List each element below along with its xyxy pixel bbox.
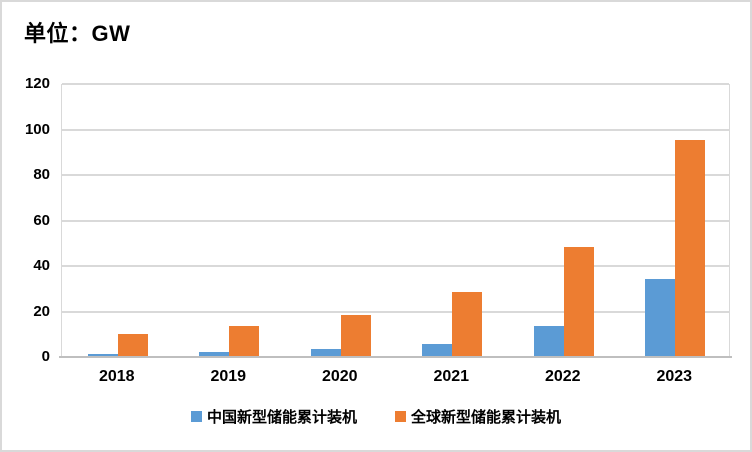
bar-2022-全球新型储能累计装机 [563, 247, 594, 357]
gridline-100 [62, 128, 729, 131]
bar-2019-全球新型储能累计装机 [229, 326, 260, 357]
gridline-120 [62, 83, 729, 85]
bar-group-2023 [620, 85, 732, 357]
x-axis-label-2021: 2021 [433, 368, 470, 385]
gridline-40 [62, 265, 729, 267]
y-tick-label-100: 100 [24, 120, 50, 138]
y-tick-label-80: 80 [33, 166, 50, 183]
gridline-60 [62, 219, 729, 222]
legend-item-全球新型储能累计装机: 全球新型储能累计装机 [395, 406, 561, 427]
y-tick-label-40: 40 [33, 257, 50, 274]
gridline-80 [62, 174, 729, 176]
chart-legend: 中国新型储能累计装机 全球新型储能累计装机 [2, 406, 750, 427]
x-axis-label-2023: 2023 [656, 368, 693, 385]
y-tick-label-0: 0 [41, 348, 50, 365]
bar-group-2018 [62, 85, 174, 357]
legend-label: 全球新型储能累计装机 [411, 409, 562, 426]
bar-2021-中国新型储能累计装机 [422, 344, 453, 357]
plot-area [61, 83, 732, 357]
legend-swatch-icon [190, 411, 202, 422]
x-axis-line [59, 356, 732, 358]
bar-2020-全球新型储能累计装机 [340, 315, 371, 357]
x-axis-label-2022: 2022 [544, 368, 581, 385]
bar-group-2022 [508, 85, 620, 357]
legend-label: 中国新型储能累计装机 [206, 409, 357, 426]
y-tick-label-60: 60 [33, 211, 50, 229]
y-tick-label-20: 20 [33, 302, 50, 320]
bar-group-2019 [174, 85, 286, 357]
legend-swatch-icon [395, 411, 406, 422]
bar-2023-中国新型储能累计装机 [645, 279, 676, 357]
bar-2021-全球新型储能累计装机 [452, 292, 483, 357]
bar-2018-全球新型储能累计装机 [117, 334, 148, 357]
bar-2019-中国新型储能累计装机 [199, 352, 230, 357]
x-axis-label-2019: 2019 [210, 368, 247, 385]
bar-group-2021 [397, 85, 509, 357]
bar-group-2020 [285, 85, 397, 357]
x-axis-label-2020: 2020 [321, 368, 358, 385]
bar-2018-中国新型储能累计装机 [87, 354, 118, 357]
legend-item-中国新型储能累计装机: 中国新型储能累计装机 [190, 406, 357, 427]
x-axis-label-2018: 2018 [98, 368, 135, 385]
y-tick-label-120: 120 [24, 75, 50, 92]
bar-2022-中国新型储能累计装机 [533, 326, 564, 357]
chart-unit-title: 单位：GW [24, 21, 131, 46]
bar-2023-全球新型储能累计装机 [675, 140, 706, 357]
bar-2020-中国新型储能累计装机 [310, 349, 341, 357]
gridline-20 [62, 310, 729, 313]
